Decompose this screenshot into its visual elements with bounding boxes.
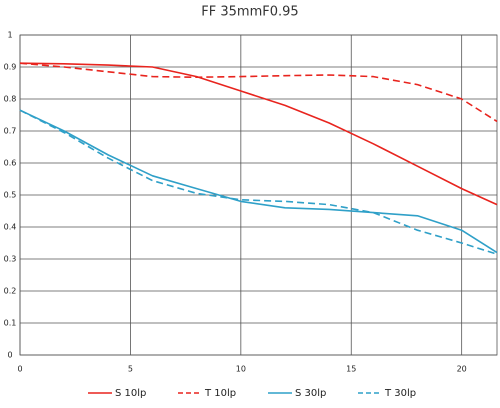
y-tick-label: 0.8 xyxy=(4,95,17,104)
x-tick-label: 15 xyxy=(346,365,356,374)
legend-label: S 30lp xyxy=(295,388,326,399)
series-line xyxy=(19,62,498,123)
series-line xyxy=(19,62,498,206)
y-tick-label: 0.6 xyxy=(4,159,17,168)
y-tick-label: 0.3 xyxy=(4,255,17,264)
chart-title: FF 35mmF0.95 xyxy=(201,5,298,20)
x-tick-label: 0 xyxy=(17,365,22,374)
series-line xyxy=(19,109,498,255)
series-line xyxy=(19,109,498,254)
y-tick-label: 0.4 xyxy=(4,223,17,232)
x-tick-label: 5 xyxy=(128,365,133,374)
x-tick-label: 20 xyxy=(457,365,467,374)
legend-label: T 10lp xyxy=(204,388,236,399)
y-tick-label: 0.7 xyxy=(4,127,17,136)
x-tick-label: 10 xyxy=(236,365,246,374)
y-tick-label: 0.5 xyxy=(4,191,17,200)
y-tick-label: 0.1 xyxy=(4,319,17,328)
y-tick-label: 1 xyxy=(7,31,12,40)
y-tick-label: 0.2 xyxy=(4,287,17,296)
y-tick-label: 0.9 xyxy=(4,63,17,72)
y-tick-label: 0 xyxy=(7,351,12,360)
legend-label: T 30lp xyxy=(384,388,416,399)
legend-label: S 10lp xyxy=(115,388,146,399)
